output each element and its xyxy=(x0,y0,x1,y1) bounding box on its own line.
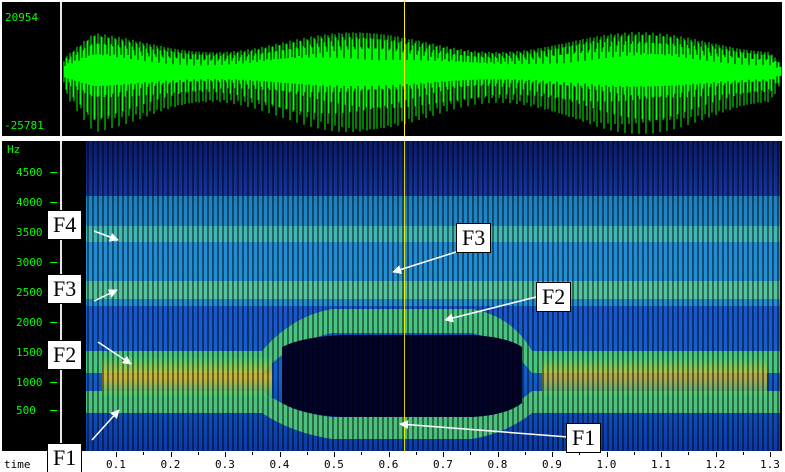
time-tick-mark xyxy=(170,452,172,457)
time-cursor-spectrogram[interactable] xyxy=(404,141,405,451)
time-minor-tick xyxy=(415,452,417,455)
time-tick-mark xyxy=(225,452,226,457)
y-tick-label: 4500 xyxy=(16,166,43,179)
waveform-path xyxy=(63,32,782,134)
time-tick-mark xyxy=(116,452,117,457)
time-tick-label: 0.8 xyxy=(487,458,508,471)
annotation-f2-left: F2 xyxy=(47,340,83,370)
time-tick-label: 0.7 xyxy=(433,458,453,471)
time-tick-label: 0.2 xyxy=(160,458,181,471)
time-tick-mark xyxy=(388,452,390,457)
y-tick-mark xyxy=(50,202,57,203)
time-tick-label: 0.6 xyxy=(378,458,399,471)
time-tick-mark xyxy=(552,452,553,457)
y-tick-mark xyxy=(50,410,57,411)
annotation-f4-left: F4 xyxy=(47,210,83,240)
y-tick-label: 3000 xyxy=(16,256,43,269)
y-tick-mark xyxy=(50,322,57,323)
time-minor-tick xyxy=(197,452,199,455)
time-axis: time 0.1 0.2 0.3 0.4 0.5 0.6 0.7 0.8 0.9 1.0 1.1 1.… xyxy=(0,451,785,472)
time-tick-label: 0.9 xyxy=(542,458,562,471)
spectrogram-image xyxy=(86,141,780,451)
y-tick-label: 500 xyxy=(16,404,36,417)
time-tick-mark xyxy=(443,452,444,457)
striations xyxy=(86,141,780,451)
y-tick-label: 1500 xyxy=(16,346,43,359)
time-tick-label: 1.3 xyxy=(760,458,780,471)
time-tick-mark xyxy=(770,452,771,457)
time-cursor-waveform[interactable] xyxy=(404,2,405,136)
annotation-f3-left: F3 xyxy=(47,274,83,304)
y-tick-mark xyxy=(50,382,57,383)
y-tick-label: 3500 xyxy=(16,226,43,239)
waveform-min-label: -25781 xyxy=(4,119,44,132)
time-minor-tick xyxy=(633,452,635,455)
y-tick-label: 4000 xyxy=(16,196,43,209)
time-tick-label: 1.2 xyxy=(705,458,726,471)
y-tick-label: 2000 xyxy=(16,316,43,329)
waveform-axis-divider xyxy=(60,2,62,136)
time-tick-label: 0.4 xyxy=(269,458,290,471)
time-minor-tick xyxy=(306,452,308,455)
time-tick-mark xyxy=(497,452,499,457)
annotation-f2-right: F2 xyxy=(536,282,572,312)
y-tick-label: 2500 xyxy=(16,286,43,299)
frequency-unit-label: Hz xyxy=(7,143,21,156)
waveform-max-label: 20954 xyxy=(5,11,39,24)
waveform-panel[interactable]: 20954 -25781 xyxy=(2,2,782,136)
time-tick-mark xyxy=(715,452,717,457)
time-minor-tick xyxy=(524,452,526,455)
y-tick-mark xyxy=(50,172,57,173)
time-minor-tick xyxy=(742,452,744,455)
time-minor-tick xyxy=(688,452,690,455)
time-minor-tick xyxy=(361,452,363,455)
time-tick-mark xyxy=(334,452,335,457)
time-minor-tick xyxy=(470,452,472,455)
waveform-trace xyxy=(63,32,782,134)
time-minor-tick xyxy=(252,452,254,455)
annotation-f1-left: F1 xyxy=(47,443,83,472)
time-tick-label: 0.5 xyxy=(324,458,344,471)
time-tick-label: 1.1 xyxy=(651,458,671,471)
spectrogram-panel[interactable]: Hz 4500 4000 3500 3000 2500 2000 1500 10… xyxy=(2,141,782,451)
time-tick-label: 0.3 xyxy=(215,458,235,471)
time-tick-mark xyxy=(661,452,662,457)
y-tick-mark xyxy=(50,262,57,263)
y-tick-label: 1000 xyxy=(16,376,43,389)
time-tick-label: 0.1 xyxy=(106,458,126,471)
time-minor-tick xyxy=(143,452,145,455)
time-minor-tick xyxy=(579,452,581,455)
time-tick-label: 1.0 xyxy=(596,458,617,471)
time-axis-label: time xyxy=(4,458,31,471)
time-tick-mark xyxy=(606,452,608,457)
annotation-f3-right: F3 xyxy=(456,223,492,253)
time-tick-mark xyxy=(279,452,281,457)
annotation-f1-right: F1 xyxy=(566,423,602,453)
